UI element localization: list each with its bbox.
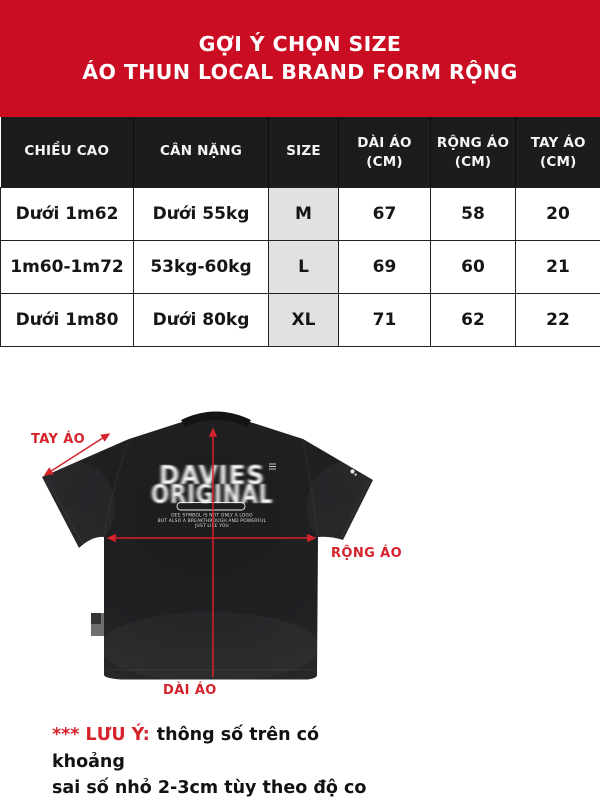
cell-width: 58 xyxy=(430,187,516,241)
back-print: DAVIES ORIGINAL DEE SYMBOL IS NOT ONLY A… xyxy=(151,461,276,529)
cell-length: 69 xyxy=(338,240,431,294)
page-title-line2: ÁO THUN LOCAL BRAND FORM RỘNG xyxy=(82,60,518,84)
cell-length: 71 xyxy=(338,293,431,347)
banner: GỢI Ý CHỌN SIZE ÁO THUN LOCAL BRAND FORM… xyxy=(0,0,600,117)
print-pill-outline xyxy=(176,502,246,511)
print-brand-line1: DAVIES xyxy=(159,461,265,491)
sleeve-logo-icon xyxy=(350,469,357,476)
print-slogan-line3: JUST LIKE YOU xyxy=(194,523,229,529)
cell-sleeve: 21 xyxy=(515,240,600,294)
collar-graphic xyxy=(181,411,251,427)
col-header-height: CHIỀU CAO xyxy=(0,117,134,188)
cell-width: 62 xyxy=(430,293,516,347)
col-header-weight: CÂN NẶNG xyxy=(133,117,269,188)
side-tag-graphic xyxy=(91,613,107,636)
cell-weight: 53kg-60kg xyxy=(133,240,269,294)
cell-length: 67 xyxy=(338,187,431,241)
col-header-sleeve: TAY ÁO (CM) xyxy=(515,117,600,188)
tshirt-graphic: DAVIES ORIGINAL DEE SYMBOL IS NOT ONLY A… xyxy=(42,411,373,680)
measurement-lines xyxy=(43,427,317,677)
print-slogan-line1: DEE SYMBOL IS NOT ONLY A LOGO xyxy=(171,513,253,519)
note-line: *** LƯU Ý: thông số trên có khoảng xyxy=(52,722,382,775)
col-header-size: SIZE xyxy=(268,117,339,188)
table-row: Dưới 1m80 Dưới 80kg XL 71 62 22 xyxy=(0,293,600,347)
tshirt-body xyxy=(42,416,373,680)
cell-width: 60 xyxy=(430,240,516,294)
note-text: thông số trên có khoảng xyxy=(52,725,320,772)
note-prefix: *** LƯU Ý: xyxy=(52,725,150,745)
cell-height: Dưới 1m62 xyxy=(0,187,134,241)
cell-size: XL xyxy=(268,293,339,347)
table-row: Dưới 1m62 Dưới 55kg M 67 58 20 xyxy=(0,187,600,241)
length-measure-label: DÀI ÁO xyxy=(163,683,217,698)
print-brand-line2: ORIGINAL xyxy=(151,480,273,510)
cell-sleeve: 20 xyxy=(515,187,600,241)
note: *** LƯU Ý: thông số trên có khoảng sai số… xyxy=(52,722,382,800)
note-line: sai số nhỏ 2-3cm tùy theo độ co rút xyxy=(52,778,367,798)
cell-sleeve: 22 xyxy=(515,293,600,347)
sleeve-measure-label: TAY ÁO xyxy=(31,432,86,447)
cell-size: L xyxy=(268,240,339,294)
print-trademark-icon xyxy=(269,463,276,470)
cell-weight: Dưới 80kg xyxy=(133,293,269,347)
cell-height: Dưới 1m80 xyxy=(0,293,134,347)
tshirt-measurement-diagram: DAVIES ORIGINAL DEE SYMBOL IS NOT ONLY A… xyxy=(0,347,600,715)
cell-weight: Dưới 55kg xyxy=(133,187,269,241)
cell-size: M xyxy=(268,187,339,241)
col-header-length: DÀI ÁO (CM) xyxy=(338,117,431,188)
page-title-line1: GỢI Ý CHỌN SIZE xyxy=(198,32,402,56)
seam-lines xyxy=(46,439,369,671)
sleeve-measure-line xyxy=(43,433,111,476)
width-measure-label: RỘNG ÁO xyxy=(331,546,403,561)
table-row: 1m60-1m72 53kg-60kg L 69 60 21 xyxy=(0,240,600,294)
cell-height: 1m60-1m72 xyxy=(0,240,134,294)
table-header-row: CHIỀU CAO CÂN NẶNG SIZE DÀI ÁO (CM) RỘNG … xyxy=(0,117,600,188)
print-slogan-line2: BUT ALSO A BREAKTHROUGH AND POWERFUL xyxy=(158,518,267,524)
col-header-width: RỘNG ÁO (CM) xyxy=(430,117,516,188)
size-table: CHIỀU CAO CÂN NẶNG SIZE DÀI ÁO (CM) RỘNG … xyxy=(0,117,600,347)
